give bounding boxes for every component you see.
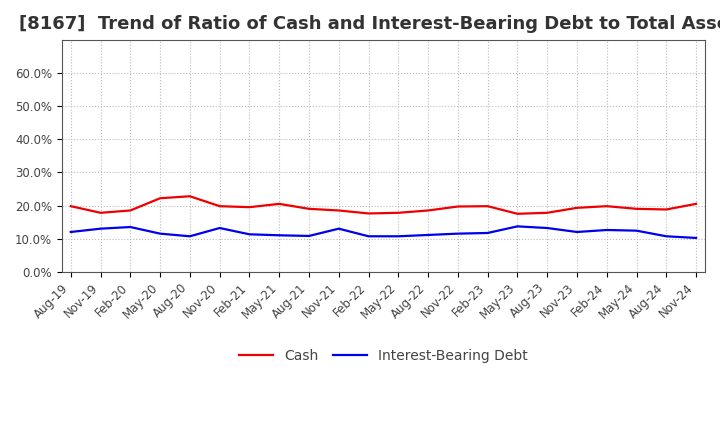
- Interest-Bearing Debt: [275, 233, 284, 238]
- Interest-Bearing Debt: [424, 232, 433, 238]
- Cash: [305, 206, 313, 212]
- Interest-Bearing Debt: [543, 225, 552, 231]
- Interest-Bearing Debt: [394, 234, 402, 239]
- Cash: [215, 204, 224, 209]
- Title: [8167]  Trend of Ratio of Cash and Interest-Bearing Debt to Total Assets: [8167] Trend of Ratio of Cash and Intere…: [19, 15, 720, 33]
- Cash: [126, 208, 135, 213]
- Interest-Bearing Debt: [364, 234, 373, 239]
- Cash: [96, 210, 105, 216]
- Cash: [572, 205, 581, 210]
- Interest-Bearing Debt: [126, 224, 135, 230]
- Cash: [603, 204, 611, 209]
- Interest-Bearing Debt: [305, 233, 313, 238]
- Interest-Bearing Debt: [335, 226, 343, 231]
- Line: Interest-Bearing Debt: Interest-Bearing Debt: [71, 226, 696, 238]
- Interest-Bearing Debt: [572, 229, 581, 235]
- Interest-Bearing Debt: [66, 229, 75, 235]
- Interest-Bearing Debt: [692, 235, 701, 241]
- Interest-Bearing Debt: [156, 231, 164, 236]
- Cash: [483, 204, 492, 209]
- Cash: [454, 204, 462, 209]
- Cash: [662, 207, 670, 212]
- Interest-Bearing Debt: [603, 227, 611, 233]
- Cash: [335, 208, 343, 213]
- Cash: [394, 210, 402, 216]
- Cash: [632, 206, 641, 212]
- Legend: Cash, Interest-Bearing Debt: Cash, Interest-Bearing Debt: [233, 344, 534, 369]
- Interest-Bearing Debt: [662, 234, 670, 239]
- Cash: [543, 210, 552, 216]
- Cash: [692, 201, 701, 206]
- Interest-Bearing Debt: [186, 234, 194, 239]
- Interest-Bearing Debt: [96, 226, 105, 231]
- Interest-Bearing Debt: [454, 231, 462, 236]
- Cash: [156, 196, 164, 201]
- Interest-Bearing Debt: [215, 225, 224, 231]
- Cash: [275, 201, 284, 206]
- Line: Cash: Cash: [71, 196, 696, 214]
- Interest-Bearing Debt: [632, 228, 641, 233]
- Cash: [364, 211, 373, 216]
- Cash: [66, 204, 75, 209]
- Cash: [186, 194, 194, 199]
- Cash: [245, 205, 253, 210]
- Interest-Bearing Debt: [245, 231, 253, 237]
- Interest-Bearing Debt: [513, 224, 522, 229]
- Cash: [424, 208, 433, 213]
- Interest-Bearing Debt: [483, 230, 492, 235]
- Cash: [513, 211, 522, 216]
